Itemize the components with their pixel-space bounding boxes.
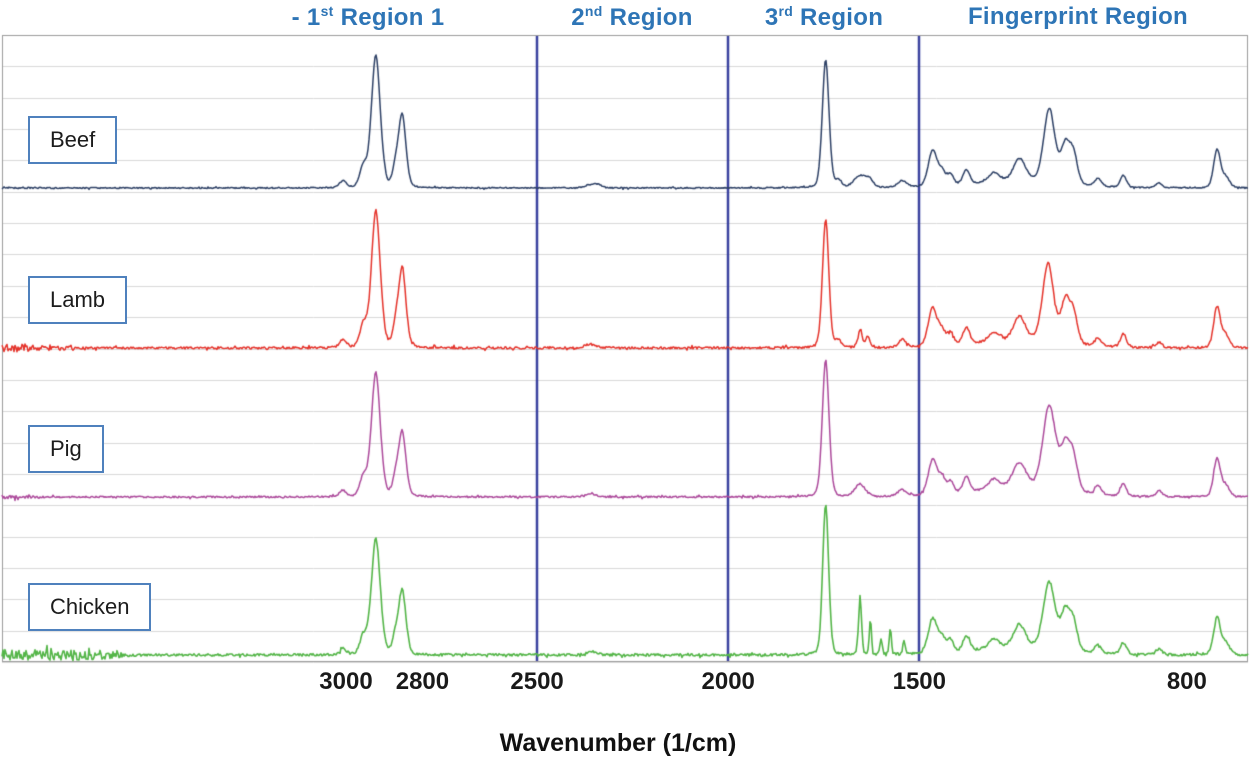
x-axis-title: Wavenumber (1/cm): [499, 729, 737, 757]
series-label-box-beef: Beef: [28, 116, 118, 164]
region-label-fingerprint: Fingerprint Region: [968, 3, 1188, 31]
x-tick-3000: 3000: [319, 668, 373, 695]
region-1-ordinal-suffix: st: [320, 3, 334, 19]
region-2-ordinal: 2: [571, 4, 585, 31]
x-tick-1500: 1500: [892, 668, 946, 695]
x-tick-2500: 2500: [510, 668, 564, 695]
region-4-text: Fingerprint Region: [967, 3, 1189, 30]
region-1-ordinal: 1: [306, 4, 321, 31]
x-tick-800: 800: [1166, 668, 1207, 695]
series-label-box-lamb: Lamb: [28, 276, 128, 324]
region-3-ordinal-suffix: rd: [778, 3, 794, 19]
x-tick-2000: 2000: [701, 668, 755, 695]
region-2-text: Region: [602, 4, 693, 31]
region-3-ordinal: 3: [764, 4, 779, 31]
region-label-1: - 1st Region 1: [292, 3, 445, 32]
series-label-box-chicken: Chicken: [28, 583, 152, 631]
region-label-2: 2nd Region: [571, 3, 692, 32]
region-label-3: 3rd Region: [765, 3, 883, 32]
region-1-prefix: -: [291, 4, 307, 31]
region-2-ordinal-suffix: nd: [584, 3, 603, 19]
series-label-box-pig: Pig: [28, 425, 104, 473]
region-1-text: Region 1: [333, 4, 445, 31]
region-3-text: Region: [793, 4, 884, 31]
x-tick-2800: 2800: [395, 668, 450, 695]
